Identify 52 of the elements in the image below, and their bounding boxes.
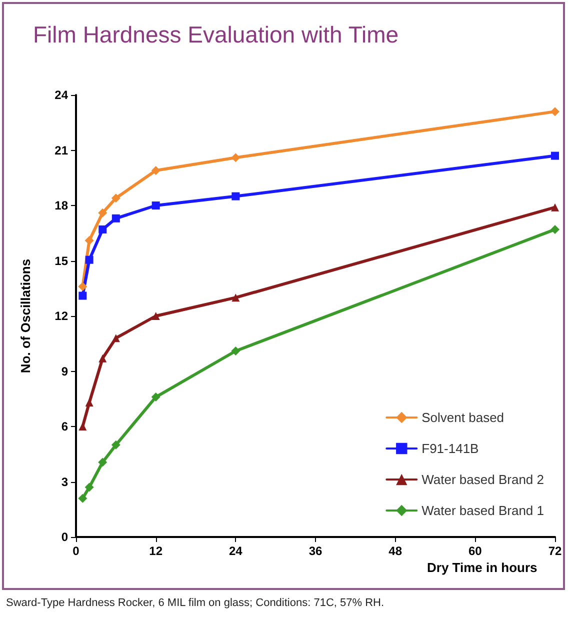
legend-label: Water based Brand 1 (422, 503, 544, 518)
y-tick-label: 6 (61, 420, 68, 434)
y-tick-label: 9 (61, 364, 68, 378)
point (84, 236, 94, 245)
x-tick-label: 72 (548, 544, 562, 558)
y-tick-label: 18 (54, 198, 68, 212)
x-tick-label: 36 (308, 544, 322, 558)
point (550, 224, 560, 234)
point (152, 202, 160, 210)
y-tick-label: 0 (61, 530, 68, 544)
point (78, 292, 87, 300)
y-tick-label: 12 (54, 309, 68, 323)
y-tick-label: 15 (54, 254, 68, 268)
legend-label: F91-141B (422, 441, 479, 456)
y-axis-title: No. of Oscillations (18, 258, 33, 374)
x-tick-label: 24 (228, 544, 243, 558)
point (231, 346, 240, 356)
point (152, 312, 160, 320)
point (85, 398, 94, 407)
point (151, 392, 160, 402)
point (550, 107, 560, 116)
x-tick-label: 12 (149, 544, 163, 558)
point (232, 192, 240, 200)
y-tick-label: 24 (54, 88, 68, 102)
point (551, 203, 559, 212)
y-tick-label: 3 (61, 474, 68, 489)
point (98, 225, 107, 234)
point (111, 194, 120, 203)
chart-title: Film Hardness Evaluation with Time (33, 22, 399, 48)
point (151, 166, 160, 176)
point (85, 256, 94, 264)
point (78, 494, 88, 503)
point (98, 458, 108, 467)
point (112, 214, 120, 222)
point (78, 282, 88, 292)
point (98, 208, 108, 218)
y-tick-label: 21 (54, 143, 68, 158)
point (112, 334, 120, 342)
x-tick-label: 60 (468, 544, 482, 558)
text: Sward-Type Hardness Rocker, 6 MIL film on glass; Conditions: 71C, 57% RH. (6, 597, 384, 609)
point (232, 294, 240, 302)
point (98, 354, 107, 362)
x-axis-title: Dry Time in hours (427, 560, 538, 575)
point (84, 482, 94, 492)
legend-label: Solvent based (422, 410, 504, 425)
legend-label: Water based Brand 2 (422, 472, 544, 487)
x-tick-label: 48 (388, 544, 402, 558)
point (551, 152, 559, 160)
point (231, 153, 240, 162)
point (111, 440, 120, 450)
x-tick-label: 0 (72, 544, 80, 558)
point (78, 422, 87, 430)
